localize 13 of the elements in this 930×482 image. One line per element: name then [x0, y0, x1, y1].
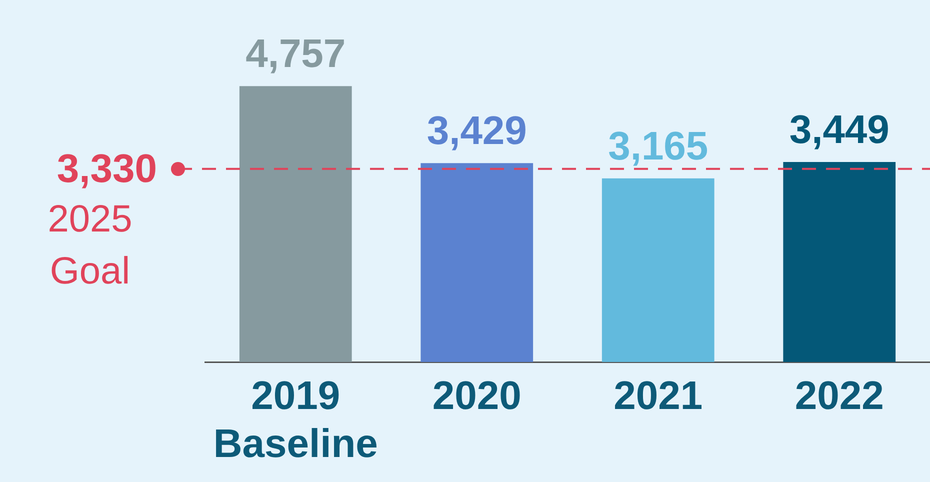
x-tick-label: 2020 — [432, 374, 522, 418]
x-tick-label: 2019 Baseline — [213, 374, 378, 466]
x-tick-label: 2022 — [794, 374, 884, 418]
bar — [239, 86, 352, 362]
data-label: 4,757 — [246, 32, 346, 76]
data-label: 3,165 — [608, 124, 708, 168]
data-label: 3,449 — [789, 108, 890, 152]
bar — [783, 162, 896, 362]
legend-label: 3,330 2025 Goal — [48, 146, 157, 292]
bar — [420, 163, 534, 362]
data-label: 3,429 — [426, 109, 527, 154]
bar — [602, 178, 714, 362]
x-tick-label: 2021 — [614, 374, 703, 418]
